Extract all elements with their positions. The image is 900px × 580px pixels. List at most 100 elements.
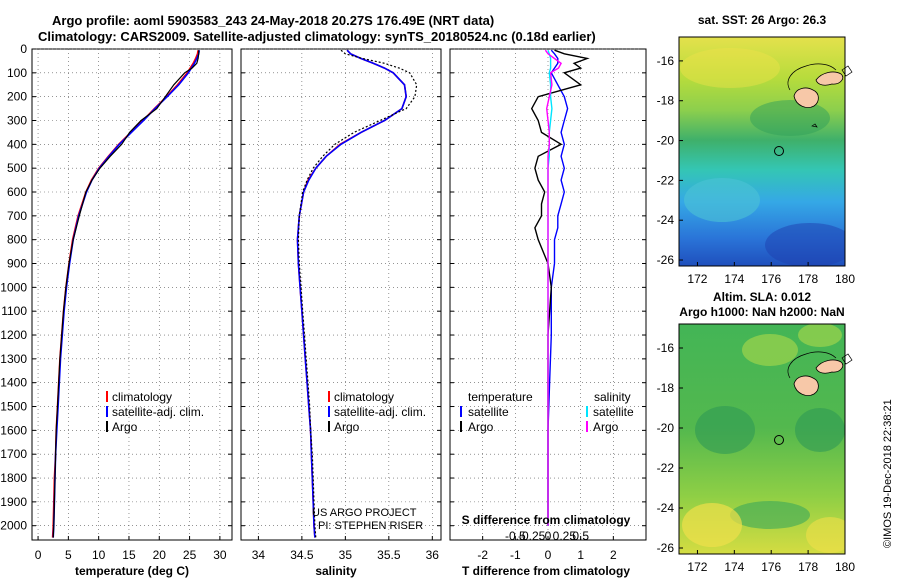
depth-tick-label: 900 bbox=[7, 257, 27, 271]
depth-tick-label: 1700 bbox=[0, 447, 27, 461]
map-y-tick-label: -22 bbox=[657, 461, 675, 475]
x-tick-label: 5 bbox=[65, 548, 72, 562]
depth-tick-label: 300 bbox=[7, 114, 27, 128]
depth-tick-label: 1900 bbox=[0, 495, 27, 509]
series-temperature-argo bbox=[530, 49, 590, 526]
credit-project: US ARGO PROJECT bbox=[312, 507, 417, 519]
x-tick-label: 1 bbox=[577, 548, 584, 562]
map-x-tick-label: 176 bbox=[761, 560, 781, 574]
temperature-xlabel: temperature (deg C) bbox=[75, 564, 189, 578]
x-tick-label: 15 bbox=[122, 548, 136, 562]
depth-tick-label: 1500 bbox=[0, 400, 27, 414]
series-climatology bbox=[51, 50, 199, 538]
x-tick-label: 36 bbox=[426, 548, 440, 562]
credit-pi: PI: STEPHEN RISER bbox=[318, 520, 423, 532]
x-tick-label: 34 bbox=[252, 548, 266, 562]
depth-tick-label: 1600 bbox=[0, 423, 27, 437]
x-tick-label: 35.5 bbox=[377, 548, 401, 562]
line-layer bbox=[51, 49, 590, 538]
legend-heading-temperature: temperature bbox=[468, 390, 533, 404]
depth-tick-label: 1800 bbox=[0, 471, 27, 485]
s-tick-label: 0 bbox=[545, 529, 552, 543]
sst-map-axes: 172 174 176 178 180 -16 -18 -20 -22 -24 -26 bbox=[657, 54, 856, 286]
legend-swatch-temp-satellite bbox=[460, 406, 462, 417]
s-tick-label: 0.25 bbox=[553, 529, 577, 543]
legend-label-satellite: satellite-adj. clim. bbox=[334, 405, 426, 419]
depth-tick-label: 1400 bbox=[0, 376, 27, 390]
legend-swatch-sal-satellite bbox=[586, 406, 588, 417]
map-y-tick-label: -22 bbox=[657, 173, 675, 187]
x-tick-label: 10 bbox=[92, 548, 106, 562]
legend-swatch-satellite bbox=[106, 406, 108, 417]
depth-tick-label: 100 bbox=[7, 66, 27, 80]
depth-tick-label: 1100 bbox=[1, 304, 27, 318]
x-tick-label: 20 bbox=[153, 548, 167, 562]
map-y-tick-label: -18 bbox=[657, 381, 675, 395]
legend-swatch-climatology bbox=[106, 391, 108, 402]
depth-tick-label: 1000 bbox=[0, 280, 27, 294]
x-tick-label: -2 bbox=[477, 548, 488, 562]
difference-legend: temperature satellite Argo salinity sate… bbox=[460, 390, 634, 434]
s-tick-label: -0.25 bbox=[518, 529, 546, 543]
x-tick-label: -1 bbox=[510, 548, 521, 562]
x-tick-label: 2 bbox=[610, 548, 617, 562]
header-title-line1: Argo profile: aoml 5903583_243 24-May-20… bbox=[52, 13, 494, 28]
legend-swatch-satellite bbox=[328, 406, 330, 417]
map-y-tick-label: -24 bbox=[657, 213, 675, 227]
series-argo bbox=[297, 49, 418, 538]
legend-swatch-sal-argo bbox=[586, 421, 588, 432]
sla-map-frame bbox=[678, 323, 846, 555]
legend-swatch-climatology bbox=[328, 391, 330, 402]
legend-label-temp-satellite: satellite bbox=[468, 405, 509, 419]
sla-map-subtitle: Argo h1000: NaN h2000: NaN bbox=[679, 305, 844, 319]
series-satellite-adj--clim- bbox=[296, 49, 408, 538]
map-y-tick-label: -26 bbox=[657, 541, 675, 555]
legend-heading-salinity: salinity bbox=[594, 390, 631, 404]
difference-xlabel-T: T difference from climatology bbox=[462, 564, 630, 578]
x-tick-label: 0 bbox=[35, 548, 42, 562]
legend-label-argo: Argo bbox=[112, 420, 138, 434]
s-tick-label: -0.5 bbox=[505, 529, 526, 543]
map-x-tick-label: 174 bbox=[724, 560, 744, 574]
legend-label-temp-argo: Argo bbox=[468, 420, 494, 434]
legend-label-climatology: climatology bbox=[112, 390, 172, 404]
map-x-tick-label: 176 bbox=[761, 272, 781, 286]
sla-argo-marker bbox=[774, 435, 784, 445]
map-x-tick-label: 172 bbox=[687, 272, 707, 286]
salinity-panel bbox=[240, 48, 442, 541]
depth-tick-label: 800 bbox=[7, 233, 27, 247]
depth-tick-label: 2000 bbox=[0, 519, 27, 533]
series-argo bbox=[52, 50, 200, 538]
header-title-line2: Climatology: CARS2009. Satellite-adjuste… bbox=[38, 29, 596, 44]
map-y-tick-label: -16 bbox=[657, 341, 675, 355]
legend-swatch-argo bbox=[328, 421, 330, 432]
depth-tick-label: 0 bbox=[20, 42, 27, 56]
x-tick-label: 25 bbox=[183, 548, 197, 562]
sst-map-land bbox=[787, 63, 853, 128]
map-x-tick-label: 174 bbox=[724, 272, 744, 286]
map-y-tick-label: -16 bbox=[657, 54, 675, 68]
depth-tick-label: 600 bbox=[7, 185, 27, 199]
depth-tick-label: 500 bbox=[7, 161, 27, 175]
map-x-tick-label: 172 bbox=[687, 560, 707, 574]
legend-label-sal-satellite: satellite bbox=[593, 405, 634, 419]
map-x-tick-label: 180 bbox=[835, 560, 855, 574]
x-tick-label: 34.5 bbox=[290, 548, 314, 562]
series-salinity-argo bbox=[544, 49, 563, 526]
depth-tick-label: 200 bbox=[7, 90, 27, 104]
series-climatology bbox=[296, 49, 408, 538]
sla-map-title: Altim. SLA: 0.012 bbox=[713, 290, 811, 304]
sla-map-land bbox=[787, 351, 853, 396]
map-y-tick-label: -20 bbox=[657, 421, 675, 435]
depth-tick-label: 1200 bbox=[0, 328, 27, 342]
sst-argo-marker bbox=[774, 146, 784, 156]
series-temperature-satellite bbox=[547, 49, 569, 526]
x-tick-label: 0 bbox=[545, 548, 552, 562]
map-y-tick-label: -20 bbox=[657, 134, 675, 148]
salinity-xlabel: salinity bbox=[315, 564, 357, 578]
salinity-legend: climatology satellite-adj. clim. Argo bbox=[328, 390, 426, 434]
tick-layer: 0100200300400500600700800900100011001200… bbox=[0, 42, 617, 562]
map-y-tick-label: -18 bbox=[657, 94, 675, 108]
legend-label-sal-argo: Argo bbox=[593, 420, 619, 434]
